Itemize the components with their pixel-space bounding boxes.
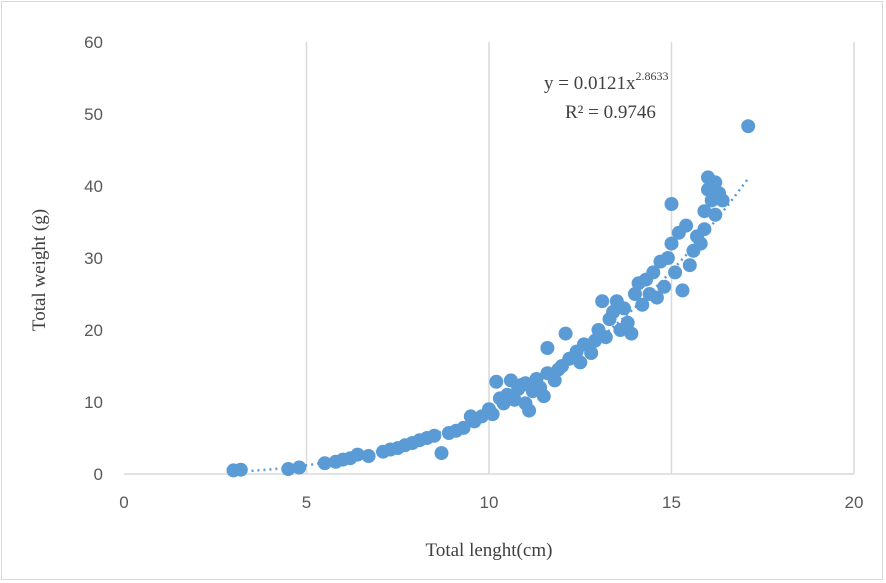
data-point	[697, 204, 712, 219]
x-tick-label: 10	[480, 493, 499, 512]
data-point	[558, 326, 573, 341]
r-squared-label: R² = 0.9746	[565, 102, 656, 123]
y-tick-label: 40	[84, 177, 103, 196]
y-tick-label: 30	[84, 249, 103, 268]
data-point	[584, 346, 599, 360]
data-point	[624, 326, 639, 341]
data-point	[664, 197, 679, 211]
data-point	[456, 420, 471, 435]
y-tick-label: 10	[84, 393, 103, 412]
equation-exponent: 2.8633	[635, 69, 668, 83]
data-point	[646, 265, 661, 280]
x-tick-labels: 0 5 10 15 20	[119, 493, 863, 512]
equation-label: y = 0.0121x2.8633	[544, 69, 668, 94]
data-point	[628, 287, 642, 301]
data-point	[664, 236, 679, 251]
data-point	[617, 301, 631, 316]
x-tick-label: 0	[119, 493, 128, 512]
equation-prefix: y = 0.0121x	[544, 73, 636, 94]
data-point	[606, 305, 621, 319]
data-point	[697, 222, 712, 237]
data-point	[507, 392, 522, 407]
data-point	[649, 290, 664, 305]
data-point	[233, 462, 248, 477]
data-point	[635, 297, 650, 312]
y-tick-labels: 0 10 20 30 40 50 60	[84, 33, 103, 484]
x-tick-label: 20	[845, 493, 864, 512]
y-tick-label: 0	[94, 465, 103, 484]
data-point	[675, 283, 690, 298]
data-point	[657, 279, 672, 294]
y-tick-label: 60	[84, 33, 103, 52]
data-point	[522, 403, 537, 418]
data-point	[281, 462, 296, 476]
x-axis-title: Total lenght(cm)	[426, 540, 553, 561]
y-axis-title: Total weight (g)	[29, 209, 50, 331]
data-point	[668, 265, 683, 280]
data-point	[489, 374, 504, 389]
data-points	[226, 119, 756, 478]
data-point	[485, 407, 500, 422]
data-point	[573, 355, 588, 370]
data-point	[682, 258, 697, 273]
data-point	[741, 119, 756, 134]
data-point	[708, 175, 723, 190]
data-point	[660, 251, 675, 265]
data-point	[693, 236, 708, 251]
x-tick-label: 5	[302, 493, 311, 512]
data-point	[292, 460, 307, 475]
data-point	[540, 341, 555, 355]
data-point	[427, 428, 442, 443]
data-point	[536, 389, 551, 404]
data-point	[715, 193, 730, 208]
data-point	[547, 373, 562, 388]
data-point	[434, 446, 449, 461]
data-point	[679, 218, 694, 233]
data-point	[595, 294, 610, 309]
data-point	[620, 315, 635, 330]
y-tick-label: 50	[84, 105, 103, 124]
data-point	[598, 330, 613, 345]
data-point	[361, 449, 376, 463]
data-point	[708, 207, 723, 222]
y-tick-label: 20	[84, 321, 103, 340]
x-tick-label: 15	[662, 493, 681, 512]
